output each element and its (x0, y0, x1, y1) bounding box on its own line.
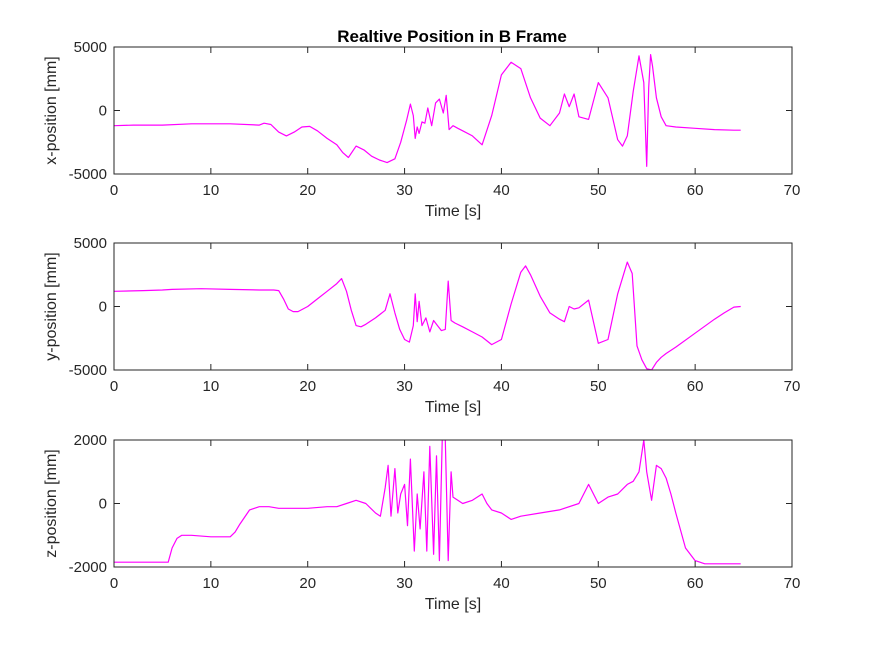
y-position-ytick-label: 0 (99, 299, 107, 316)
y-position-xtick-label: 10 (203, 378, 220, 395)
z-position-xlabel: Time [s] (425, 596, 481, 613)
x-position-ytick-label: 0 (99, 103, 107, 120)
x-position-xtick-label: 70 (784, 182, 801, 199)
x-position-xlabel: Time [s] (425, 203, 481, 220)
y-position-xtick-label: 0 (110, 378, 118, 395)
y-position-xtick-label: 60 (687, 378, 704, 395)
x-position-ytick-label: -5000 (69, 166, 107, 183)
x-position-xtick-label: 50 (590, 182, 607, 199)
y-position-ytick-label: 5000 (74, 235, 107, 252)
x-position-xtick-label: 0 (110, 182, 118, 199)
x-position-ytick-label: 5000 (74, 39, 107, 56)
figure-title: Realtive Position in B Frame (337, 27, 567, 46)
y-position-xtick-label: 70 (784, 378, 801, 395)
z-position-xtick-label: 30 (396, 575, 413, 592)
y-position-xlabel: Time [s] (425, 399, 481, 416)
z-position-ylabel: z-position [mm] (43, 449, 60, 557)
z-position-xtick-label: 10 (203, 575, 220, 592)
y-position-ylabel: y-position [mm] (43, 252, 60, 360)
z-position-series-line (114, 440, 741, 565)
z-position-xtick-label: 60 (687, 575, 704, 592)
z-position-ytick-label: -2000 (69, 559, 107, 576)
y-position-xtick-label: 20 (299, 378, 316, 395)
y-position-ytick-label: -5000 (69, 362, 107, 379)
x-position-xtick-label: 30 (396, 182, 413, 199)
z-position-xtick-label: 50 (590, 575, 607, 592)
x-position-ylabel: x-position [mm] (43, 56, 60, 164)
x-position-xtick-label: 10 (203, 182, 220, 199)
y-position-xtick-label: 40 (493, 378, 510, 395)
z-position-ytick-label: 0 (99, 496, 107, 513)
x-position-xtick-label: 40 (493, 182, 510, 199)
x-position-xtick-label: 20 (299, 182, 316, 199)
x-position-xtick-label: 60 (687, 182, 704, 199)
z-position-xtick-label: 40 (493, 575, 510, 592)
z-position-xtick-label: 70 (784, 575, 801, 592)
x-position-series-line (114, 53, 741, 167)
z-position-ytick-label: 2000 (74, 432, 107, 449)
z-position-xtick-label: 20 (299, 575, 316, 592)
y-position-series-line (114, 261, 741, 370)
z-position-xtick-label: 0 (110, 575, 118, 592)
y-position-xtick-label: 50 (590, 378, 607, 395)
y-position-xtick-label: 30 (396, 378, 413, 395)
